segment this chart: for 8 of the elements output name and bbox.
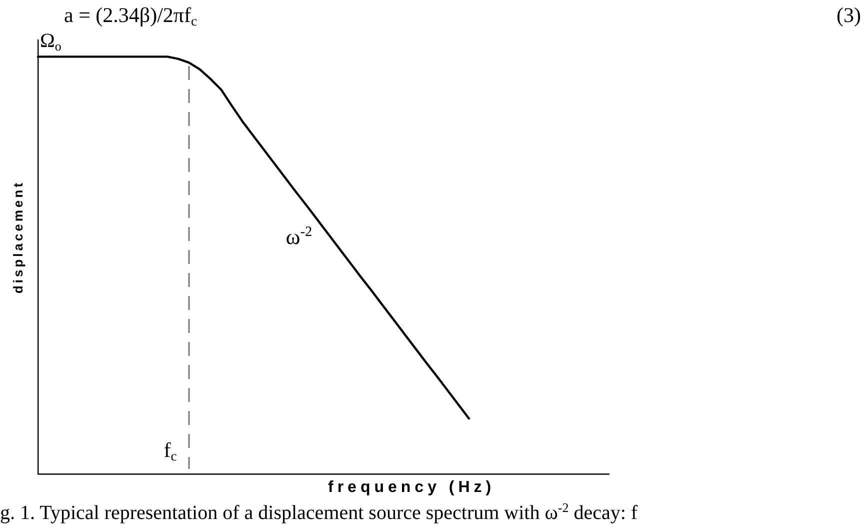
text: (3) <box>836 3 861 28</box>
text: Ω$_{o}$ <box>40 30 62 53</box>
annotation: ω$^{-2}$ <box>286 224 312 249</box>
text: g. 1. Typical representation of a displacement source spectrum with ω$^{-2}$ decay: f <box>0 500 638 524</box>
x-axis-title: frequency (Hz) <box>328 479 496 496</box>
y-axis-title: displacement <box>10 180 26 294</box>
text: a = (2.34β)/2πf$_{c}$ <box>64 3 198 28</box>
annotation: f$_{c}$ <box>164 438 177 464</box>
